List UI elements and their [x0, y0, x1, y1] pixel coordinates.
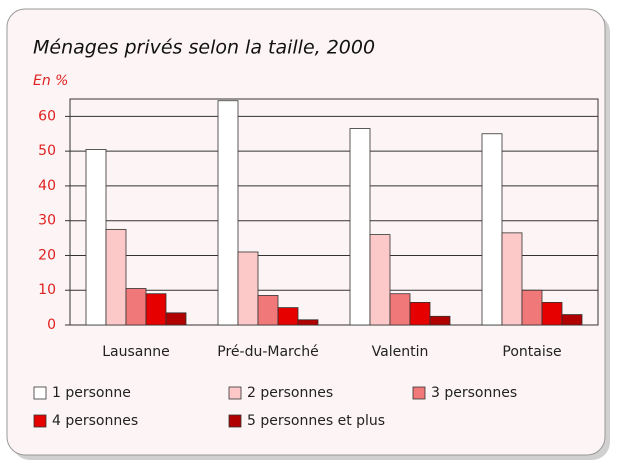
y-tick-label: 30 [38, 213, 56, 229]
bar [165, 312, 187, 326]
y-tick-label: 10 [38, 282, 56, 298]
legend-swatch [228, 386, 242, 400]
bar [349, 128, 371, 326]
bar [521, 289, 543, 326]
bar [409, 301, 431, 326]
x-tick-label: Valentin [372, 344, 429, 360]
legend-swatch [228, 414, 242, 428]
y-tick-label: 60 [38, 108, 56, 124]
legend-label: 2 personnes [247, 385, 333, 401]
bar [277, 307, 299, 326]
bar [145, 293, 167, 326]
bar [389, 293, 411, 326]
bar [257, 295, 279, 326]
card [6, 8, 606, 456]
legend-swatch [33, 386, 47, 400]
bar [105, 228, 127, 326]
bar [217, 100, 239, 326]
bar [541, 301, 563, 326]
bar [561, 314, 583, 326]
legend-label: 3 personnes [431, 385, 517, 401]
y-tick-label: 40 [38, 178, 56, 194]
legend-label: 1 personne [52, 385, 131, 401]
bar [237, 251, 259, 326]
y-tick-label: 50 [38, 143, 56, 159]
y-tick-label: 0 [47, 317, 56, 333]
bar [369, 234, 391, 326]
legend-label: 5 personnes et plus [247, 413, 385, 429]
legend-swatch [412, 386, 426, 400]
x-tick-label: Pontaise [502, 344, 561, 360]
bar [481, 133, 503, 326]
bar [125, 288, 147, 326]
legend-label: 4 personnes [52, 413, 138, 429]
bar [501, 232, 523, 326]
unit-label: En % [33, 73, 68, 89]
x-tick-label: Lausanne [102, 344, 169, 360]
bar [297, 319, 319, 326]
legend-swatch [33, 414, 47, 428]
bar [429, 315, 451, 326]
bar [85, 149, 107, 326]
y-tick-label: 20 [38, 247, 56, 263]
x-tick-label: Pré-du-Marché [217, 344, 318, 360]
chart-title: Ménages privés selon la taille, 2000 [33, 37, 375, 59]
